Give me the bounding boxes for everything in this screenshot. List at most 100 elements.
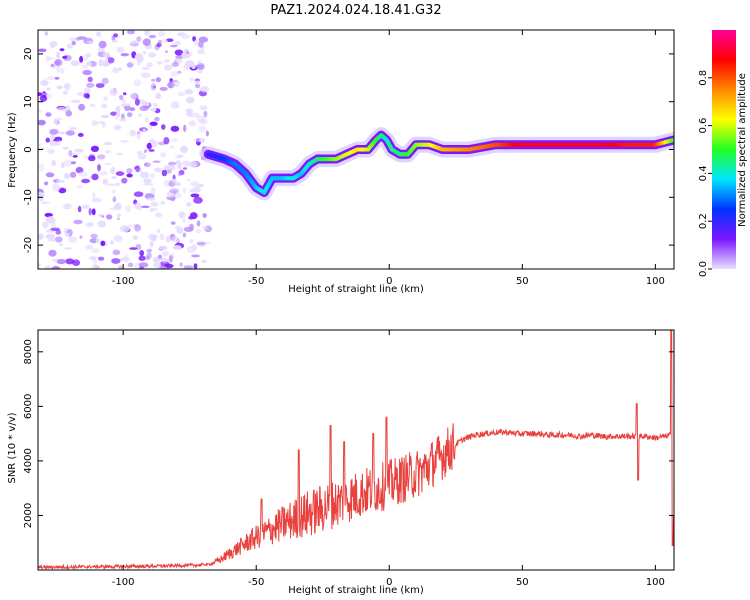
noise-blob: [47, 238, 56, 242]
noise-blob: [89, 103, 96, 108]
noise-blob: [85, 62, 93, 66]
y-tick-label: 2000: [23, 503, 34, 528]
noise-blob: [183, 124, 187, 132]
noise-blob: [65, 130, 75, 136]
spectrogram-y-axis-label: Frequency (Hz): [7, 112, 18, 188]
noise-blob: [149, 172, 156, 179]
snr-y-axis-label: SNR (10 * v/v): [7, 412, 18, 483]
noise-blob: [93, 258, 97, 266]
noise-blob: [43, 77, 47, 84]
noise-blob: [91, 120, 99, 126]
noise-blob: [68, 149, 73, 157]
noise-blob: [69, 37, 77, 42]
noise-blob: [190, 181, 199, 187]
noise-blob: [166, 81, 175, 89]
noise-blob: [38, 143, 42, 146]
noise-blob: [69, 171, 77, 178]
y-tick-label: -20: [23, 237, 34, 253]
noise-blob: [78, 171, 88, 177]
noise-blob: [125, 204, 132, 213]
noise-blob: [70, 60, 80, 67]
noise-blob: [197, 70, 203, 74]
noise-blob: [144, 162, 151, 168]
x-tick-label: 100: [646, 276, 665, 287]
noise-blob: [195, 229, 201, 234]
noise-blob: [145, 255, 150, 261]
x-tick-label: -100: [112, 276, 135, 287]
noise-blob: [157, 31, 166, 37]
noise-blob: [150, 187, 156, 195]
noise-blob: [58, 131, 67, 135]
noise-blob: [115, 171, 125, 176]
noise-blob: [189, 77, 194, 82]
noise-blob: [65, 110, 73, 117]
noise-blob: [158, 245, 168, 251]
noise-blob: [170, 44, 178, 48]
noise-blob: [137, 113, 143, 118]
noise-blob: [38, 234, 43, 241]
noise-blob: [82, 69, 92, 76]
noise-blob: [109, 88, 118, 96]
noise-blob: [40, 201, 50, 205]
noise-blob: [149, 240, 154, 248]
noise-blob: [135, 165, 141, 173]
noise-blob: [72, 155, 78, 158]
noise-blob: [47, 148, 55, 155]
noise-blob: [112, 196, 117, 203]
noise-blob: [193, 39, 200, 46]
noise-blob: [98, 59, 104, 67]
noise-blob: [79, 235, 83, 240]
noise-blob: [97, 256, 105, 261]
noise-blob: [111, 258, 121, 264]
noise-blob: [182, 218, 186, 223]
noise-blob: [161, 169, 168, 177]
snr-frame: [37, 329, 675, 571]
x-tick-label: 50: [516, 276, 529, 287]
noise-blob: [201, 226, 209, 230]
noise-blob: [102, 51, 110, 58]
noise-blob: [118, 265, 123, 269]
noise-blob: [176, 226, 184, 234]
noise-blob: [136, 132, 141, 141]
noise-blob: [168, 181, 176, 187]
noise-blob: [195, 83, 201, 89]
noise-blob: [153, 261, 162, 269]
noise-blob: [139, 266, 144, 269]
noise-blob: [133, 191, 144, 197]
noise-blob: [91, 208, 96, 216]
noise-blob: [123, 92, 127, 96]
noise-blob: [187, 51, 193, 57]
noise-blob: [38, 163, 45, 172]
noise-blob: [102, 178, 109, 185]
noise-blob: [177, 173, 182, 177]
noise-blob: [63, 203, 71, 210]
x-tick-label: -50: [248, 577, 264, 588]
noise-blob: [199, 105, 208, 111]
noise-blob: [51, 160, 57, 167]
noise-blob: [64, 173, 70, 179]
noise-blob: [87, 40, 94, 44]
noise-blob: [76, 185, 83, 189]
noise-blob: [98, 40, 107, 49]
noise-blob: [143, 105, 149, 109]
noise-blob: [60, 67, 64, 75]
noise-blob: [124, 253, 129, 260]
noise-blob: [192, 36, 197, 42]
noise-blob: [174, 182, 181, 186]
colorbar-tick-label: 0.2: [698, 213, 709, 229]
noise-blob: [181, 34, 190, 40]
noise-blob: [126, 173, 133, 178]
noise-blob: [129, 129, 136, 137]
noise-blob: [148, 125, 153, 130]
noise-blob: [145, 117, 149, 123]
noise-blob: [136, 36, 142, 42]
noise-blob: [190, 244, 198, 251]
noise-blob: [140, 72, 151, 78]
noise-blob: [159, 233, 165, 241]
noise-blob: [83, 53, 89, 62]
noise-blob: [196, 64, 203, 69]
noise-blob: [161, 124, 166, 130]
noise-blob: [155, 77, 162, 83]
snr-x-ticks: -100 -50 0 50 100: [112, 330, 665, 588]
noise-blob: [88, 208, 92, 216]
